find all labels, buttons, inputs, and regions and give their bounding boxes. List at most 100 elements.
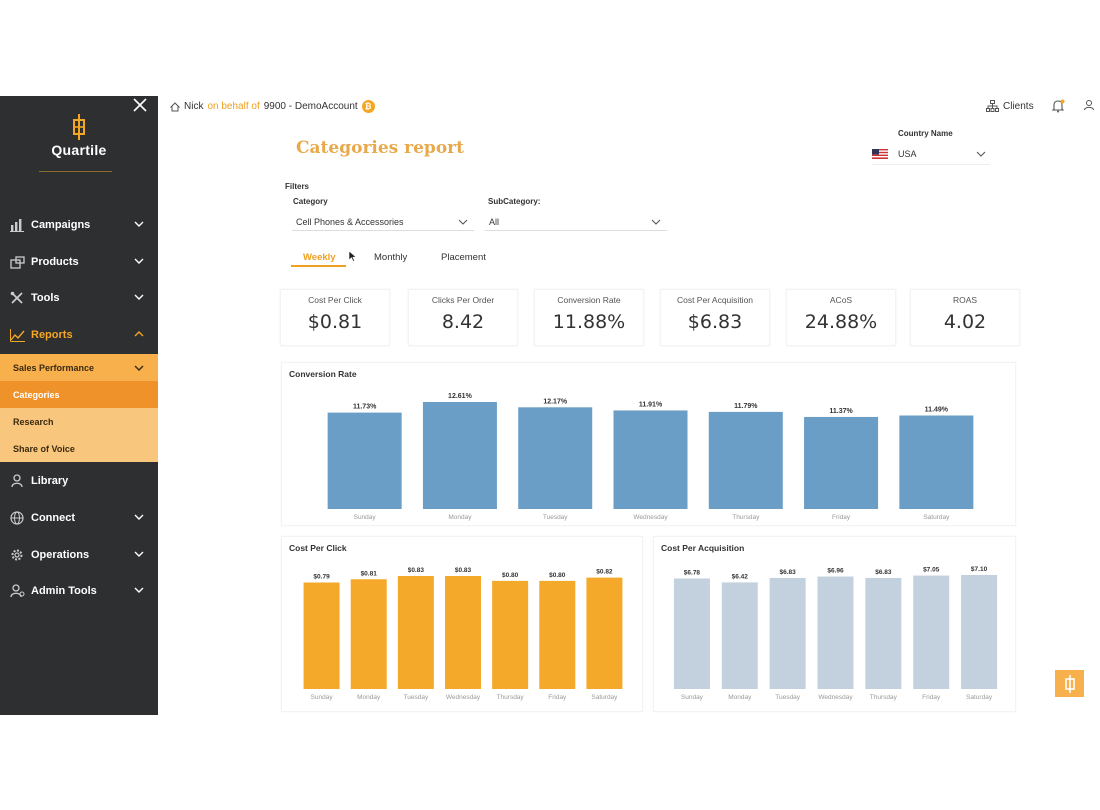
chart-bar[interactable] <box>422 402 497 509</box>
x-tick-label: Monday <box>728 694 752 701</box>
sidebar-item-operations[interactable]: Operations <box>0 538 158 572</box>
bar-data-label: 11.37% <box>829 408 853 415</box>
category-label: Category <box>293 197 328 206</box>
chart-bar[interactable] <box>817 576 854 689</box>
close-icon[interactable] <box>131 96 149 114</box>
kpi-value: 24.88% <box>804 311 878 333</box>
kpi-value: $0.81 <box>307 311 363 333</box>
filters-label: Filters <box>285 182 310 191</box>
submenu-item-research[interactable]: Research <box>0 408 158 435</box>
sidebar-item-campaigns[interactable]: Campaigns <box>0 208 158 242</box>
bar-data-label: 11.91% <box>639 401 663 408</box>
chevron-down-icon[interactable] <box>134 585 144 595</box>
brand-logo[interactable]: Quartile <box>0 114 158 158</box>
chart-bar[interactable] <box>397 576 434 689</box>
sidebar-item-tools[interactable]: Tools <box>0 281 158 315</box>
user-book-icon <box>9 473 25 489</box>
cost-per-click-panel: Cost Per Click $0.79 Sunday $0.81 Monday $0.… <box>281 536 643 712</box>
sidebar-item-library[interactable]: Library <box>0 464 158 498</box>
sidebar: Quartile Campaigns Products Tools Report… <box>0 96 158 715</box>
chevron-down-icon[interactable] <box>134 256 144 266</box>
x-tick-label: Monday <box>448 514 472 521</box>
chart-bar[interactable] <box>613 410 688 509</box>
cost-per-acquisition-panel: Cost Per Acquisition $6.78 Sunday $6.42 Mon… <box>653 536 1016 712</box>
chart-bar[interactable] <box>673 578 710 689</box>
sidebar-item-products[interactable]: Products <box>0 245 158 279</box>
kpi-card-cost-per-acquisition: Cost Per Acquisition $6.83 <box>660 289 770 346</box>
tab-monthly[interactable]: Monthly <box>374 252 408 263</box>
x-tick-label: Thursday <box>497 694 525 701</box>
chart-bar[interactable] <box>492 580 529 689</box>
chevron-down-icon[interactable] <box>134 363 144 373</box>
x-tick-label: Friday <box>832 514 851 521</box>
subcategory-value: All <box>489 216 500 227</box>
chevron-down-icon[interactable] <box>134 292 144 302</box>
chart-bar[interactable] <box>804 416 879 509</box>
bell-icon[interactable] <box>1051 99 1065 113</box>
chart-bar[interactable] <box>303 582 340 690</box>
x-tick-label: Friday <box>922 694 941 701</box>
box-icon <box>9 254 25 270</box>
chevron-up-icon[interactable] <box>134 329 144 339</box>
home-icon[interactable] <box>170 101 180 112</box>
behalf-text: on behalf of <box>207 101 260 112</box>
chevron-down-icon[interactable] <box>134 219 144 229</box>
chart-bar[interactable] <box>445 576 481 689</box>
kpi-label: Cost Per Acquisition <box>676 295 754 305</box>
submenu-item-categories[interactable]: Categories <box>0 381 158 408</box>
chart-bar[interactable] <box>708 411 783 509</box>
country-value: USA <box>898 149 917 159</box>
chart-bar[interactable] <box>327 412 402 509</box>
chevron-down-icon[interactable] <box>976 149 986 159</box>
chart-bar[interactable] <box>539 580 576 689</box>
submenu-item-share-of-voice[interactable]: Share of Voice <box>0 435 158 462</box>
submenu-item-label: Sales Performance <box>13 362 95 373</box>
bar-data-label: $6.42 <box>732 573 749 580</box>
chart-bar[interactable] <box>913 575 950 689</box>
subcategory-select[interactable]: All <box>485 213 667 231</box>
sidebar-item-admin-tools[interactable]: Admin Tools <box>0 574 158 608</box>
bar-data-label: $0.82 <box>596 569 613 576</box>
x-tick-label: Friday <box>548 694 567 701</box>
clients-label: Clients <box>1003 100 1034 112</box>
sidebar-item-connect[interactable]: Connect <box>0 501 158 535</box>
sidebar-item-reports[interactable]: Reports <box>0 318 158 352</box>
category-select[interactable]: Cell Phones & Accessories <box>292 213 474 231</box>
submenu-item-sales-performance[interactable]: Sales Performance <box>0 354 158 381</box>
chart-bar[interactable] <box>586 577 623 689</box>
clients-button[interactable]: Clients <box>986 100 1034 112</box>
chevron-down-icon[interactable] <box>134 512 144 522</box>
kpi-value: 4.02 <box>943 311 987 333</box>
x-tick-label: Thursday <box>732 514 760 521</box>
country-select[interactable]: USA <box>872 144 990 165</box>
bar-data-label: 11.49% <box>925 407 949 414</box>
kpi-label: ACoS <box>829 295 853 305</box>
sidebar-item-label: Products <box>31 256 79 268</box>
chart-bar[interactable] <box>769 577 806 689</box>
account-coin-icon[interactable]: ₿ <box>361 100 375 113</box>
x-tick-label: Tuesday <box>404 694 429 701</box>
chart-bar[interactable] <box>350 579 387 689</box>
user-icon[interactable] <box>1083 99 1095 111</box>
tab-placement[interactable]: Placement <box>441 252 486 263</box>
user-name: Nick <box>184 101 204 112</box>
quartile-assistant-button[interactable] <box>1055 670 1084 697</box>
cost-per-acquisition-chart: $6.78 Sunday $6.42 Monday $6.83 Tuesday $6.96 W… <box>673 566 998 701</box>
x-tick-label: Thursday <box>870 694 898 701</box>
sidebar-item-label: Reports <box>31 329 73 341</box>
account-breadcrumb: Nick on behalf of 9900 - DemoAccount ₿ <box>170 100 375 113</box>
tab-weekly[interactable]: Weekly <box>303 252 336 263</box>
chart-bar[interactable] <box>865 577 902 689</box>
chevron-down-icon[interactable] <box>134 549 144 559</box>
kpi-label: ROAS <box>952 295 978 305</box>
chart-bar[interactable] <box>961 575 998 689</box>
country-label: Country Name <box>898 129 953 138</box>
account-name[interactable]: 9900 - DemoAccount <box>263 101 358 112</box>
kpi-card-roas: ROAS 4.02 <box>910 289 1020 346</box>
chart-bar[interactable] <box>518 407 593 509</box>
line-chart-icon <box>9 327 25 343</box>
chart-bar[interactable] <box>721 582 758 689</box>
sidebar-item-label: Admin Tools <box>31 585 97 597</box>
sidebar-item-label: Operations <box>31 549 90 561</box>
chart-bar[interactable] <box>899 415 974 509</box>
